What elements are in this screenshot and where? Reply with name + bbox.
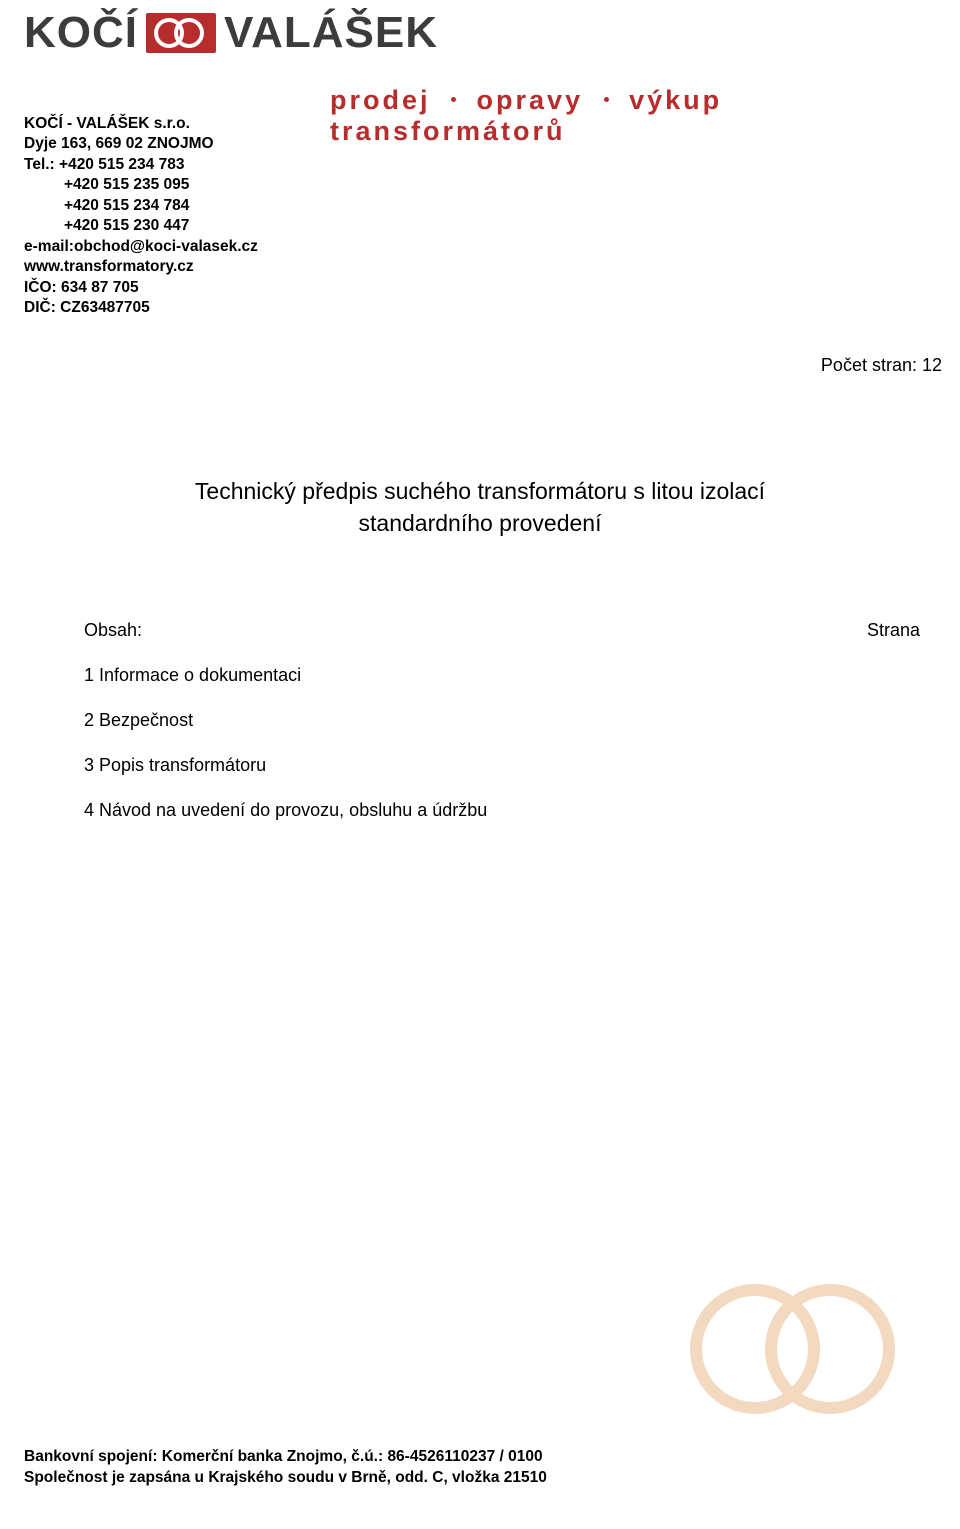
company-ico: IČO: 634 87 705 [24,278,258,298]
toc-page: 4 [275,755,960,776]
toc-row: 1 Informace o dokumentaci 2 [84,665,920,686]
toc-row: 2 Bezpečnost 2 [84,710,920,731]
watermark-rings-icon [690,1279,900,1419]
toc-label: 4 Návod na uvedení do provozu, obsluhu a… [84,800,487,821]
logo-word-left: KOČÍ [24,8,138,58]
logo-word-right: VALÁŠEK [224,8,438,58]
tagline: prodej opravy výkup transformátorů [330,85,960,147]
title-line-2: standardního provedení [120,507,840,539]
company-dic: DIČ: CZ63487705 [24,298,258,318]
title-line-1: Technický předpis suchého transformátoru… [120,475,840,507]
toc-head-right: Strana [867,620,920,641]
toc-label: 3 Popis transformátoru [84,755,266,776]
company-email: e-mail:obchod@koci-valasek.cz [24,237,258,257]
page-count: Počet stran: 12 [821,355,942,376]
toc-head-left: Obsah: [84,620,142,641]
bullet-icon [451,97,456,102]
toc-row: 3 Popis transformátoru 4 [84,755,920,776]
document-title: Technický předpis suchého transformátoru… [120,475,840,539]
company-tel-3: +420 515 234 784 [24,196,258,216]
company-web: www.transformatory.cz [24,257,258,277]
footer-line-1: Bankovní spojení: Komerční banka Znojmo,… [24,1447,547,1468]
company-tel-2: +420 515 235 095 [24,175,258,195]
toc-row: 4 Návod na uvedení do provozu, obsluhu a… [84,800,920,821]
bullet-icon [604,97,609,102]
brand-logo: KOČÍ VALÁŠEK [24,8,438,58]
logo-rings-icon [144,11,218,55]
tagline-word-2: opravy [477,85,584,115]
company-tel-4: +420 515 230 447 [24,216,258,236]
footer-info: Bankovní spojení: Komerční banka Znojmo,… [24,1447,547,1489]
toc-page: 2 [202,710,960,731]
toc-label: 2 Bezpečnost [84,710,193,731]
company-tel-1: Tel.: +420 515 234 783 [24,155,258,175]
toc-page: 11 [496,800,960,821]
table-of-contents: Obsah: Strana 1 Informace o dokumentaci … [84,620,920,845]
tagline-word-1: prodej [330,85,431,115]
company-name: KOČÍ - VALÁŠEK s.r.o. [24,114,258,134]
toc-label: 1 Informace o dokumentaci [84,665,301,686]
footer-line-2: Společnost je zapsána u Krajského soudu … [24,1468,547,1489]
toc-header: Obsah: Strana [84,620,920,641]
company-address: Dyje 163, 669 02 ZNOJMO [24,134,258,154]
company-info: KOČÍ - VALÁŠEK s.r.o. Dyje 163, 669 02 Z… [24,114,258,319]
toc-page: 2 [310,665,960,686]
